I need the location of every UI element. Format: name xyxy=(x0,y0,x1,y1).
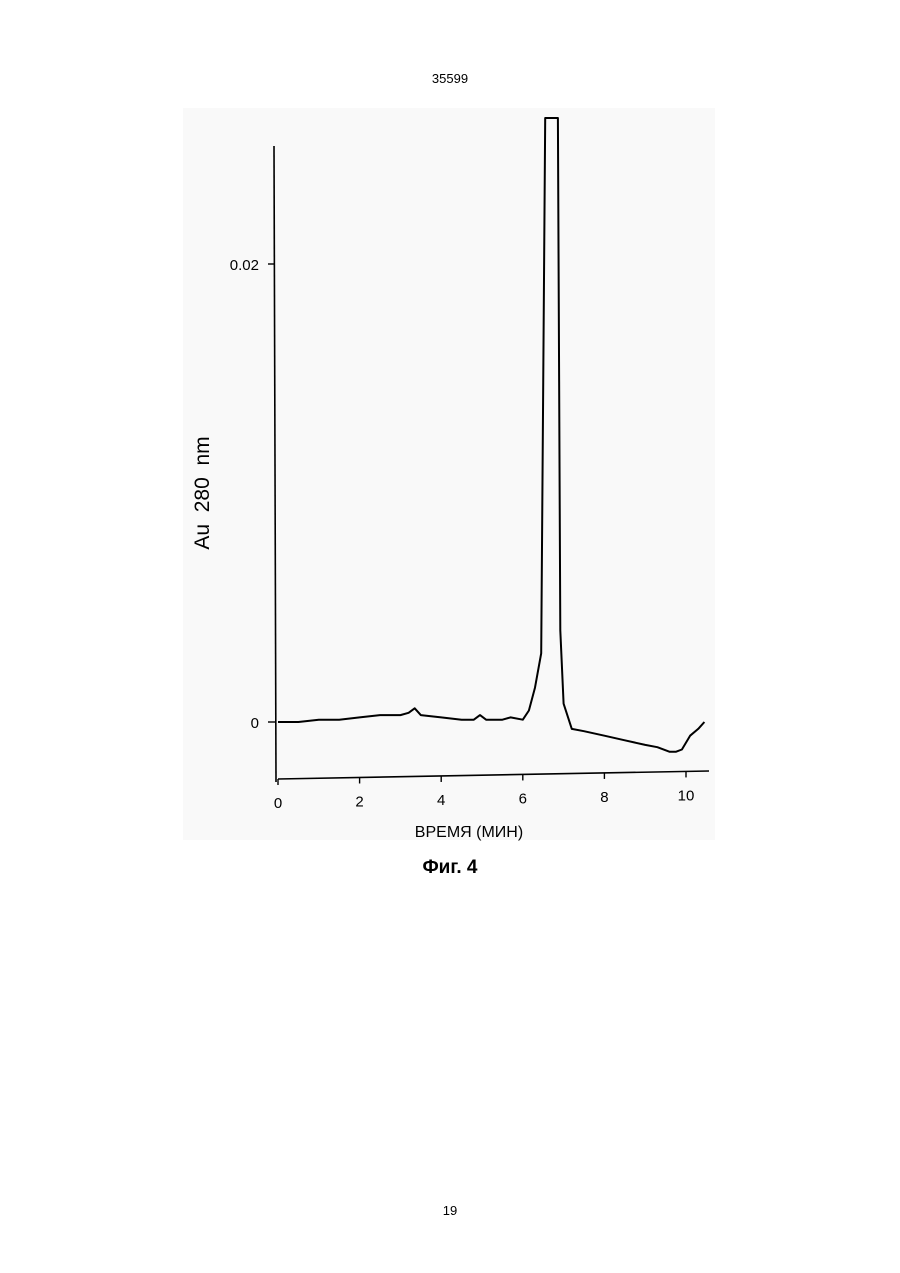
y-tick-label: 0.02 xyxy=(230,257,259,274)
x-tick-label: 2 xyxy=(355,793,363,810)
x-tick-label: 0 xyxy=(274,795,282,812)
x-axis-label: ВРЕМЯ (МИН) xyxy=(415,824,523,841)
y-axis-label: Au 280 nm xyxy=(191,436,214,549)
x-tick-label: 8 xyxy=(600,789,608,806)
y-tick-label: 0 xyxy=(251,715,259,732)
x-tick-label: 10 xyxy=(678,787,695,804)
series-line xyxy=(278,118,704,752)
page-number: 19 xyxy=(0,1203,900,1218)
x-tick-label: 6 xyxy=(519,790,527,807)
figure-caption: Фиг. 4 xyxy=(0,857,900,879)
x-axis-line xyxy=(278,771,709,779)
y-axis-line xyxy=(274,146,276,782)
x-tick-label: 4 xyxy=(437,792,445,809)
